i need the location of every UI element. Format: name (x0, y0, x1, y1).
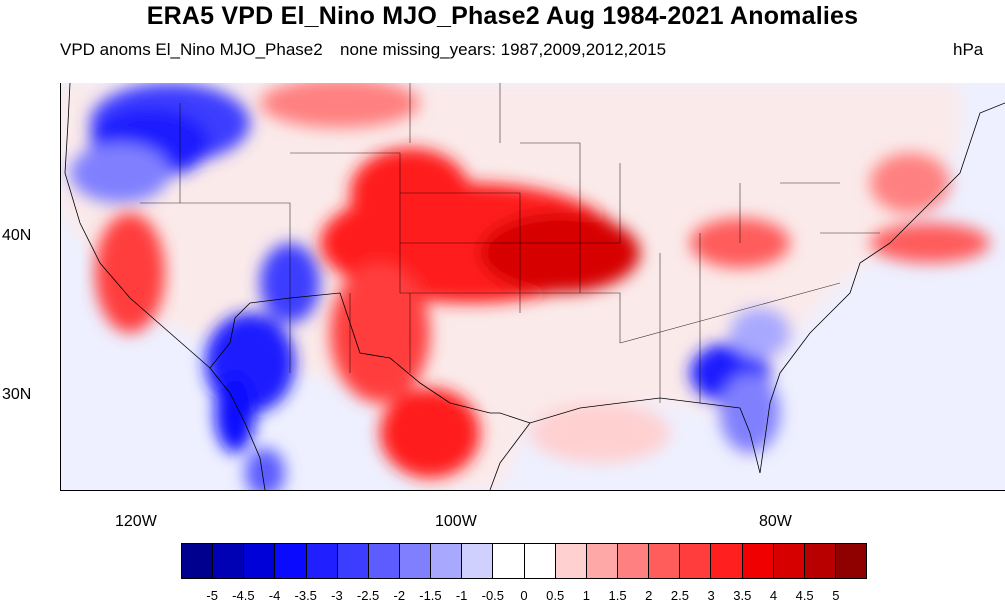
coastlines (64, 83, 1005, 490)
colorbar-label: 2 (645, 588, 653, 603)
colorbar-swatch (835, 544, 867, 578)
colorbar-label: 3.5 (733, 588, 752, 603)
colorbar-swatch (337, 544, 369, 578)
colorbar-swatch (586, 544, 618, 578)
california-positive-anomaly (95, 213, 165, 333)
colorbar-label: 5 (832, 588, 840, 603)
colorbar-label: -3.5 (294, 588, 317, 603)
colorbar-swatch (711, 544, 743, 578)
colorbar-label: 0 (520, 588, 528, 603)
colorbar-label: -0.5 (481, 588, 505, 603)
colorbar-label: -2.5 (356, 588, 380, 603)
colorbar-label: 1 (582, 588, 590, 603)
colorbar (181, 543, 867, 579)
colorbar-swatch (306, 544, 338, 578)
y-axis-line (60, 83, 61, 490)
colorbar-swatch (555, 544, 587, 578)
southeast-negative-anomaly (690, 308, 790, 453)
lat-label-40n: 40N (2, 227, 32, 244)
colorbar-swatch (462, 544, 494, 578)
colorbar-swatch (431, 544, 463, 578)
colorbar-label: 1.5 (608, 588, 627, 603)
lon-label-120w: 120W (115, 513, 157, 530)
colorbar-swatch (368, 544, 400, 578)
colorbar-label: -4 (268, 588, 281, 603)
colorbar-label: 0.5 (546, 588, 565, 603)
units-label: hPa (953, 40, 984, 59)
figure-title: ERA5 VPD El_Nino MJO_Phase2 Aug 1984-202… (146, 2, 859, 30)
colorbar-label: 4.5 (795, 588, 814, 603)
colorbar-label: -5 (206, 588, 218, 603)
state-borders (140, 83, 880, 403)
colorbar-label: -1 (455, 588, 468, 603)
colorbar-swatch (213, 544, 245, 578)
colorbar-label: 4 (769, 588, 778, 603)
map-svg (60, 83, 1005, 490)
colorbar-label: -1.5 (419, 588, 442, 603)
colorbar-label: -2 (393, 588, 406, 603)
colorbar-label: -3 (331, 588, 343, 603)
northwest-negative-anomaly (70, 83, 250, 203)
colorbar-swatch (524, 544, 556, 578)
colorbar-swatch (804, 544, 836, 578)
colorbar-swatch (680, 544, 712, 578)
colorbar-swatch (649, 544, 681, 578)
lon-label-80w: 80W (759, 513, 792, 530)
gulf-positive-anomaly (530, 403, 670, 463)
colorbar-label: -4.5 (232, 588, 255, 603)
colorbar-swatch (244, 544, 276, 578)
lat-label-30n: 30N (2, 386, 32, 403)
colorbar-swatch (617, 544, 650, 578)
center-subtitle: none missing_years: 1987,2009,2012,2015 (340, 40, 667, 59)
colorbar-label: 3 (707, 588, 715, 603)
colorbar-label: 2.5 (670, 588, 689, 603)
colorbar-swatch (275, 544, 307, 578)
x-axis-line (60, 490, 1005, 491)
colorbar-swatch (493, 544, 525, 578)
lon-label-100w: 100W (435, 513, 477, 530)
left-subtitle: VPD anoms El_Nino MJO_Phase2 (60, 40, 323, 59)
colorbar-swatch (399, 544, 432, 578)
colorbar-swatch (773, 544, 805, 578)
anomaly-map (60, 83, 1005, 490)
colorbar-swatch (742, 544, 774, 578)
colorbar-swatch (182, 544, 214, 578)
